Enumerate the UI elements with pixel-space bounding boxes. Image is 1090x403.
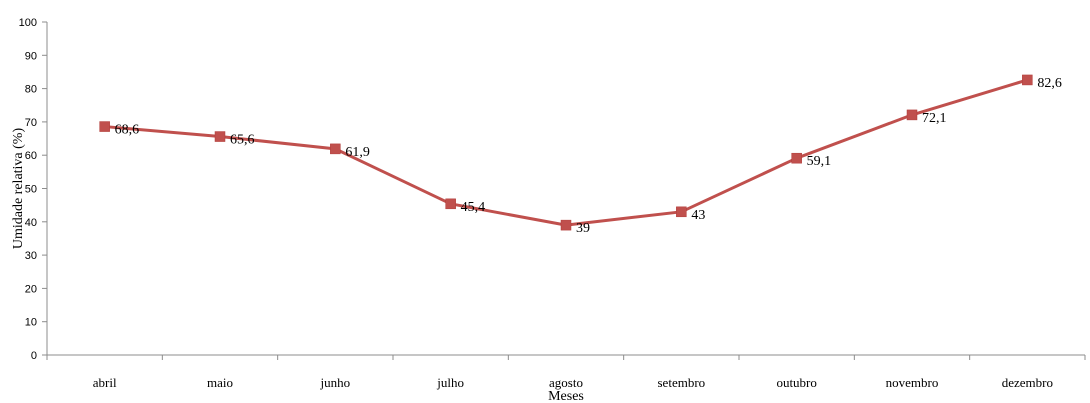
y-tick-label: 70 bbox=[25, 117, 37, 129]
y-tick-label: 80 bbox=[25, 84, 37, 96]
x-tick-label: junho bbox=[320, 375, 351, 390]
data-point-marker bbox=[330, 143, 341, 155]
y-tick-label: 90 bbox=[25, 50, 37, 62]
y-tick-label: 50 bbox=[25, 184, 37, 196]
x-axis-title: Meses bbox=[548, 389, 584, 403]
y-tick-label: 10 bbox=[25, 317, 37, 329]
x-tick-label: maio bbox=[207, 375, 233, 390]
data-point-marker bbox=[445, 198, 456, 210]
series-line bbox=[104, 78, 1028, 227]
data-point-marker bbox=[1022, 74, 1033, 86]
x-tick-label: novembro bbox=[886, 375, 939, 390]
data-point-marker bbox=[560, 219, 572, 231]
x-tick-label: julho bbox=[436, 375, 464, 390]
x-tick-label: abril bbox=[93, 375, 117, 390]
y-tick-label: 30 bbox=[25, 250, 37, 262]
data-label: 43 bbox=[691, 208, 705, 223]
data-point-marker bbox=[676, 206, 687, 218]
x-tick-label: agosto bbox=[549, 375, 583, 390]
x-tick-label: dezembro bbox=[1002, 375, 1053, 390]
data-label: 68,6 bbox=[115, 123, 139, 138]
y-tick-label: 0 bbox=[31, 350, 37, 362]
y-axis: 0 10 20 30 40 50 60 70 80 90 100 bbox=[19, 17, 48, 362]
data-label: 61,9 bbox=[345, 145, 370, 160]
data-point-marker bbox=[906, 109, 918, 121]
data-label: 39 bbox=[576, 221, 590, 236]
data-label: 72,1 bbox=[922, 111, 947, 126]
data-label: 82,6 bbox=[1037, 76, 1062, 91]
x-axis: abril maio junho julho agosto setembro outubro… bbox=[46, 354, 1086, 390]
series-humidity: 68,6 65,6 61,9 45,4 39 43 59,1 72,1 82,6 bbox=[99, 74, 1062, 236]
y-tick-label: 40 bbox=[25, 217, 37, 229]
y-tick-label: 20 bbox=[25, 283, 37, 295]
y-tick-label: 60 bbox=[25, 150, 37, 162]
data-label: 45,4 bbox=[461, 200, 486, 215]
data-label: 65,6 bbox=[230, 133, 255, 148]
y-tick-label: 100 bbox=[19, 17, 37, 29]
data-point-marker bbox=[214, 131, 226, 142]
x-tick-label: setembro bbox=[658, 375, 706, 390]
data-point-marker bbox=[791, 152, 802, 164]
x-tick-label: outubro bbox=[776, 375, 816, 390]
data-label: 59,1 bbox=[807, 154, 832, 169]
y-axis-title: Umidade relativa (%) bbox=[11, 128, 26, 250]
data-point-marker bbox=[99, 121, 110, 132]
